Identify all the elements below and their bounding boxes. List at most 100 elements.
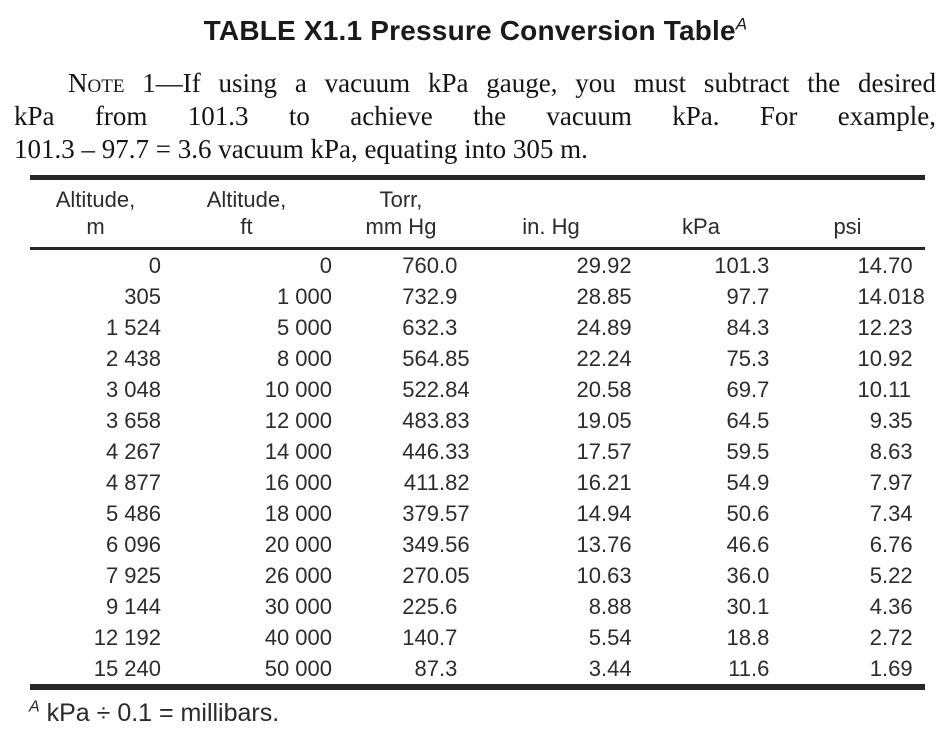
table-cell: 7 925 xyxy=(105,563,161,588)
table-cell: 18.8 xyxy=(726,625,770,650)
table-cell: 6 096 xyxy=(105,532,161,557)
table-cell: 28.85 xyxy=(576,284,632,309)
table-cell: 9.35 xyxy=(869,408,913,433)
table-cell: 305 xyxy=(124,284,161,309)
table-row: 4 267 14 000 446.33 17.57 59.5 8.63 xyxy=(30,436,925,467)
table-cell: 12 000 xyxy=(264,408,332,433)
table-cell: 1.69 xyxy=(869,656,913,681)
table-cell: 10.11 xyxy=(857,377,911,402)
table-cell: 13.76 xyxy=(576,532,632,557)
table-cell: 760.0 xyxy=(402,253,458,278)
table-cell: 5 486 xyxy=(105,501,161,526)
table-footnote: A kPa ÷ 0.1 = millibars. xyxy=(29,699,951,728)
table-row: 0 0 760.0 29.92 101.3 14.70 xyxy=(30,249,925,282)
table-header: Altitude, m Altitude, ft Torr, mm Hg in.… xyxy=(30,177,925,250)
note-label: Note 1 xyxy=(68,68,156,98)
table-cell: 14 000 xyxy=(264,439,332,464)
table-cell: 446.33 xyxy=(402,439,470,464)
table-cell: 59.5 xyxy=(726,439,770,464)
footnote-text: kPa ÷ 0.1 = millibars. xyxy=(46,699,280,727)
table-cell: 8 000 xyxy=(276,346,332,371)
table-row: 3 658 12 000 483.83 19.05 64.5 9.35 xyxy=(30,405,925,436)
table-cell: 6.76 xyxy=(869,532,913,557)
table-cell: 522.84 xyxy=(402,377,470,402)
table-row: 6 096 20 000 349.56 13.76 46.6 6.76 xyxy=(30,529,925,560)
table-cell: 10.63 xyxy=(576,563,632,588)
table-row: 15 240 50 000 87.3 3.44 11.6 1.69 xyxy=(30,653,925,687)
table-row: 5 486 18 000 379.57 14.94 50.6 7.34 xyxy=(30,498,925,529)
table-row: 7 925 26 000 270.05 10.63 36.0 5.22 xyxy=(30,560,925,591)
table-cell: 3 048 xyxy=(105,377,161,402)
table-cell: 14.018 xyxy=(857,284,925,309)
table-cell: 1 000 xyxy=(276,284,332,309)
table-cell: 19.05 xyxy=(576,408,632,433)
table-cell: 2.72 xyxy=(869,625,913,650)
table-cell: 2 438 xyxy=(105,346,161,371)
table-cell: 4.36 xyxy=(869,594,913,619)
column-header-psi: psi xyxy=(770,177,925,250)
table-cell: 483.83 xyxy=(402,408,470,433)
table-cell: 36.0 xyxy=(726,563,770,588)
table-cell: 7.34 xyxy=(869,501,913,526)
table-cell: 8.88 xyxy=(588,594,632,619)
table-row: 2 438 8 000 564.85 22.24 75.3 10.92 xyxy=(30,343,925,374)
table-cell: 46.6 xyxy=(726,532,770,557)
table-title: TABLE X1.1 Pressure Conversion TableA xyxy=(0,15,951,47)
note-paragraph: Note 1—If using a vacuum kPa gauge, you … xyxy=(14,67,936,166)
table-title-footnote-ref: A xyxy=(735,14,748,34)
table-cell: 75.3 xyxy=(726,346,770,371)
pressure-conversion-table: Altitude, m Altitude, ft Torr, mm Hg in.… xyxy=(30,175,925,690)
table-cell: 564.85 xyxy=(402,346,470,371)
table-cell: 30.1 xyxy=(726,594,770,619)
table-cell: 3.44 xyxy=(588,656,632,681)
table-cell: 9 144 xyxy=(105,594,161,619)
table-cell: 12.23 xyxy=(857,315,913,340)
table-cell: 84.3 xyxy=(726,315,770,340)
table-cell: 8.63 xyxy=(869,439,913,464)
column-header-torr-mm-hg: Torr, mm Hg xyxy=(332,177,470,250)
note-line-3: 101.3 – 97.7 = 3.6 vacuum kPa, equating … xyxy=(14,134,588,164)
table-cell: 11.6 xyxy=(728,656,770,681)
table-header-row: Altitude, m Altitude, ft Torr, mm Hg in.… xyxy=(30,177,925,250)
note-line-1-text: —If using a vacuum kPa gauge, you must s… xyxy=(155,68,936,98)
table-cell: 0 xyxy=(148,253,161,278)
table-cell: 20 000 xyxy=(264,532,332,557)
table-row: 4 877 16 000 411.82 16.21 54.9 7.97 xyxy=(30,467,925,498)
column-header-altitude-m: Altitude, m xyxy=(30,177,161,250)
table-title-text: TABLE X1.1 Pressure Conversion Table xyxy=(203,15,736,46)
table-cell: 30 000 xyxy=(264,594,332,619)
table-cell: 732.9 xyxy=(402,284,458,309)
table-cell: 69.7 xyxy=(726,377,770,402)
table-cell: 18 000 xyxy=(264,501,332,526)
column-header-altitude-ft: Altitude, ft xyxy=(161,177,332,250)
table-cell: 349.56 xyxy=(402,532,470,557)
table-cell: 24.89 xyxy=(576,315,632,340)
note-line-1: Note 1—If using a vacuum kPa gauge, you … xyxy=(14,67,936,100)
table-cell: 632.3 xyxy=(402,315,458,340)
table-row: 9 144 30 000 225.6 8.88 30.1 4.36 xyxy=(30,591,925,622)
table-cell: 50 000 xyxy=(264,656,332,681)
table-cell: 5.54 xyxy=(588,625,632,650)
table-cell: 5.22 xyxy=(869,563,913,588)
table-cell: 101.3 xyxy=(714,253,770,278)
table-cell: 411.82 xyxy=(403,470,470,495)
table-cell: 16.21 xyxy=(576,470,632,495)
table-cell: 14.70 xyxy=(857,253,913,278)
table-cell: 87.3 xyxy=(414,656,458,681)
table-cell: 22.24 xyxy=(576,346,632,371)
table-cell: 54.9 xyxy=(726,470,770,495)
column-header-in-hg: in. Hg xyxy=(470,177,632,250)
table-cell: 10.92 xyxy=(857,346,913,371)
table-cell: 97.7 xyxy=(726,284,770,309)
table-cell: 40 000 xyxy=(264,625,332,650)
table-cell: 16 000 xyxy=(264,470,332,495)
table-cell: 26 000 xyxy=(264,563,332,588)
column-header-kpa: kPa xyxy=(632,177,770,250)
table-cell: 64.5 xyxy=(726,408,770,433)
table-cell: 14.94 xyxy=(576,501,632,526)
table-cell: 20.58 xyxy=(576,377,632,402)
table-body: 0 0 760.0 29.92 101.3 14.70 305 1 000 732.9 28.85… xyxy=(30,249,925,688)
table-cell: 379.57 xyxy=(402,501,470,526)
table-cell: 7.97 xyxy=(869,470,913,495)
